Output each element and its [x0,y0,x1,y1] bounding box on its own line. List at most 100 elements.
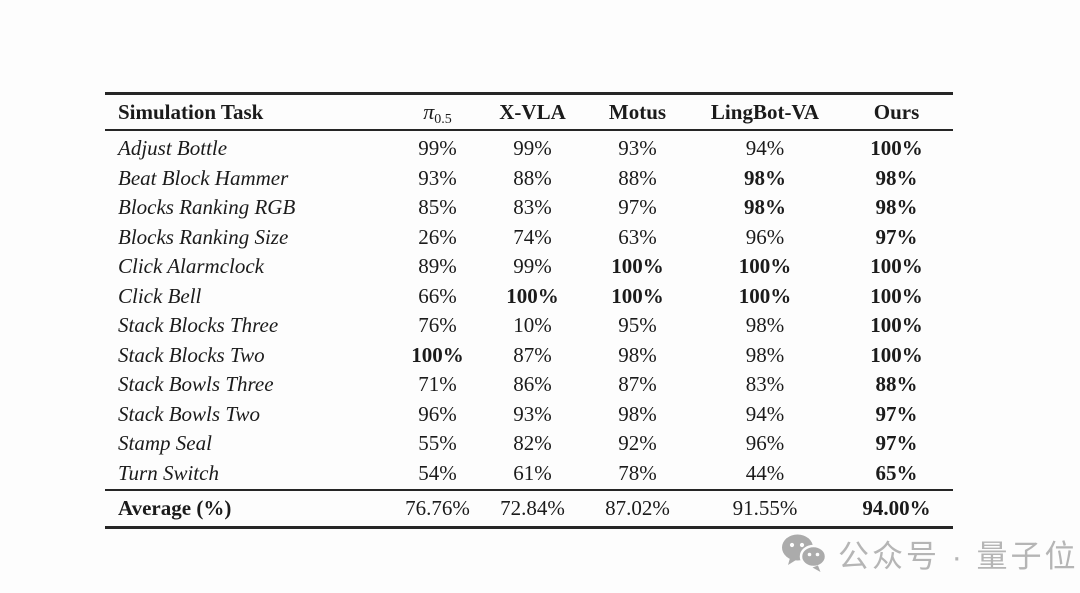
table-row: Blocks Ranking RGB 85% 83% 97% 98% 98% [105,193,953,223]
table-row: Click Bell 66% 100% 100% 100% 100% [105,282,953,312]
pi-subscript: 0.5 [434,112,452,127]
score-value: 99% [513,254,552,279]
score-value: 96% [745,224,785,249]
footer-label: Average (%) [118,496,232,520]
score-value: 100% [738,254,792,279]
score-value: 99% [418,136,457,161]
score-value: 100% [506,283,559,308]
column-header-motus: Motus [608,99,667,124]
score-value: 94% [745,401,785,426]
score-value: 66% [418,283,457,308]
table-body: Adjust Bottle 99% 99% 93% 94% 100% Beat Block … [105,131,953,489]
score-value: 88% [875,372,918,397]
score-value: 97% [875,431,918,456]
score-value: 100% [870,342,923,367]
score-value: 93% [513,401,552,426]
task-name: Stamp Seal [118,431,212,456]
score-value: 95% [618,313,657,338]
footer-value: 72.84% [500,496,565,520]
results-table: Simulation Task π0.5 X-VLA Motus LingBot… [105,92,953,529]
table-header-row: Simulation Task π0.5 X-VLA Motus LingBot… [105,92,953,131]
table-footer-row: Average (%) 76.76% 72.84% 87.02% 91.55% … [105,489,953,529]
table-row: Stamp Seal 55% 82% 92% 96% 97% [105,429,953,459]
score-value: 26% [418,224,457,249]
score-value: 100% [870,313,923,338]
column-header-lingbotva: LingBot-VA [710,99,820,124]
score-value: 93% [418,165,457,190]
task-name: Click Bell [118,283,202,308]
score-value: 88% [513,165,552,190]
task-name: Beat Block Hammer [118,165,289,190]
footer-value: 87.02% [605,496,670,520]
watermark: 公众号 · 量子位 [780,529,1079,577]
score-value: 54% [418,460,457,485]
score-value: 89% [418,254,457,279]
score-value: 85% [418,195,457,220]
table-row: Stack Bowls Three 71% 86% 87% 83% 88% [105,370,953,400]
score-value: 99% [513,136,552,161]
score-value: 93% [618,136,657,161]
score-value: 98% [875,165,918,190]
score-value: 98% [875,195,918,220]
task-name: Adjust Bottle [118,136,228,161]
table-row: Adjust Bottle 99% 99% 93% 94% 100% [105,134,953,164]
table-row: Beat Block Hammer 93% 88% 88% 98% 98% [105,164,953,194]
score-value: 83% [745,372,785,397]
score-value: 100% [611,283,664,308]
watermark-text: 公众号 · 量子位 [838,538,1079,574]
score-value: 98% [745,342,785,367]
score-value: 100% [870,136,923,161]
score-value: 98% [745,313,785,338]
table-row: Stack Blocks Two 100% 87% 98% 98% 100% [105,341,953,371]
score-value: 61% [513,460,552,485]
column-header-task: Simulation Task [118,99,264,124]
score-value: 100% [611,254,664,279]
score-value: 98% [744,195,786,220]
footer-value: 76.76% [405,496,470,520]
score-value: 55% [418,431,457,456]
score-value: 100% [738,283,792,308]
score-value: 86% [513,372,552,397]
score-value: 63% [618,224,657,249]
column-header-pi05: π0.5 [395,99,480,127]
task-name: Blocks Ranking Size [118,224,289,249]
table-row: Stack Bowls Two 96% 93% 98% 94% 97% [105,400,953,430]
column-header-xvla: X-VLA [499,99,566,124]
task-name: Stack Blocks Three [118,313,279,338]
task-name: Stack Bowls Three [118,372,274,397]
score-value: 65% [875,460,918,485]
task-name: Stack Blocks Two [118,342,265,367]
score-value: 96% [745,431,785,456]
score-value: 100% [411,342,464,367]
footer-value: 94.00% [862,496,931,520]
score-value: 94% [745,136,785,161]
wechat-icon [782,534,828,572]
score-value: 96% [418,401,457,426]
score-value: 98% [618,401,657,426]
score-value: 82% [513,431,552,456]
task-name: Click Alarmclock [118,254,264,279]
score-value: 98% [618,342,657,367]
table-row: Stack Blocks Three 76% 10% 95% 98% 100% [105,311,953,341]
score-value: 76% [418,313,457,338]
score-value: 97% [618,195,657,220]
score-value: 87% [513,342,552,367]
task-name: Turn Switch [118,460,219,485]
score-value: 92% [618,431,657,456]
score-value: 100% [870,254,923,279]
score-value: 71% [418,372,457,397]
table-row: Blocks Ranking Size 26% 74% 63% 96% 97% [105,223,953,253]
score-value: 83% [513,195,552,220]
score-value: 97% [875,401,918,426]
score-value: 74% [513,224,552,249]
footer-value: 91.55% [732,496,798,520]
score-value: 100% [870,283,923,308]
pi-symbol: π [423,99,435,124]
score-value: 10% [513,313,552,338]
score-value: 98% [744,165,786,190]
task-name: Blocks Ranking RGB [118,195,296,220]
table-row: Turn Switch 54% 61% 78% 44% 65% [105,459,953,489]
score-value: 78% [618,460,657,485]
column-header-ours: Ours [873,99,920,124]
table-row: Click Alarmclock 89% 99% 100% 100% 100% [105,252,953,282]
